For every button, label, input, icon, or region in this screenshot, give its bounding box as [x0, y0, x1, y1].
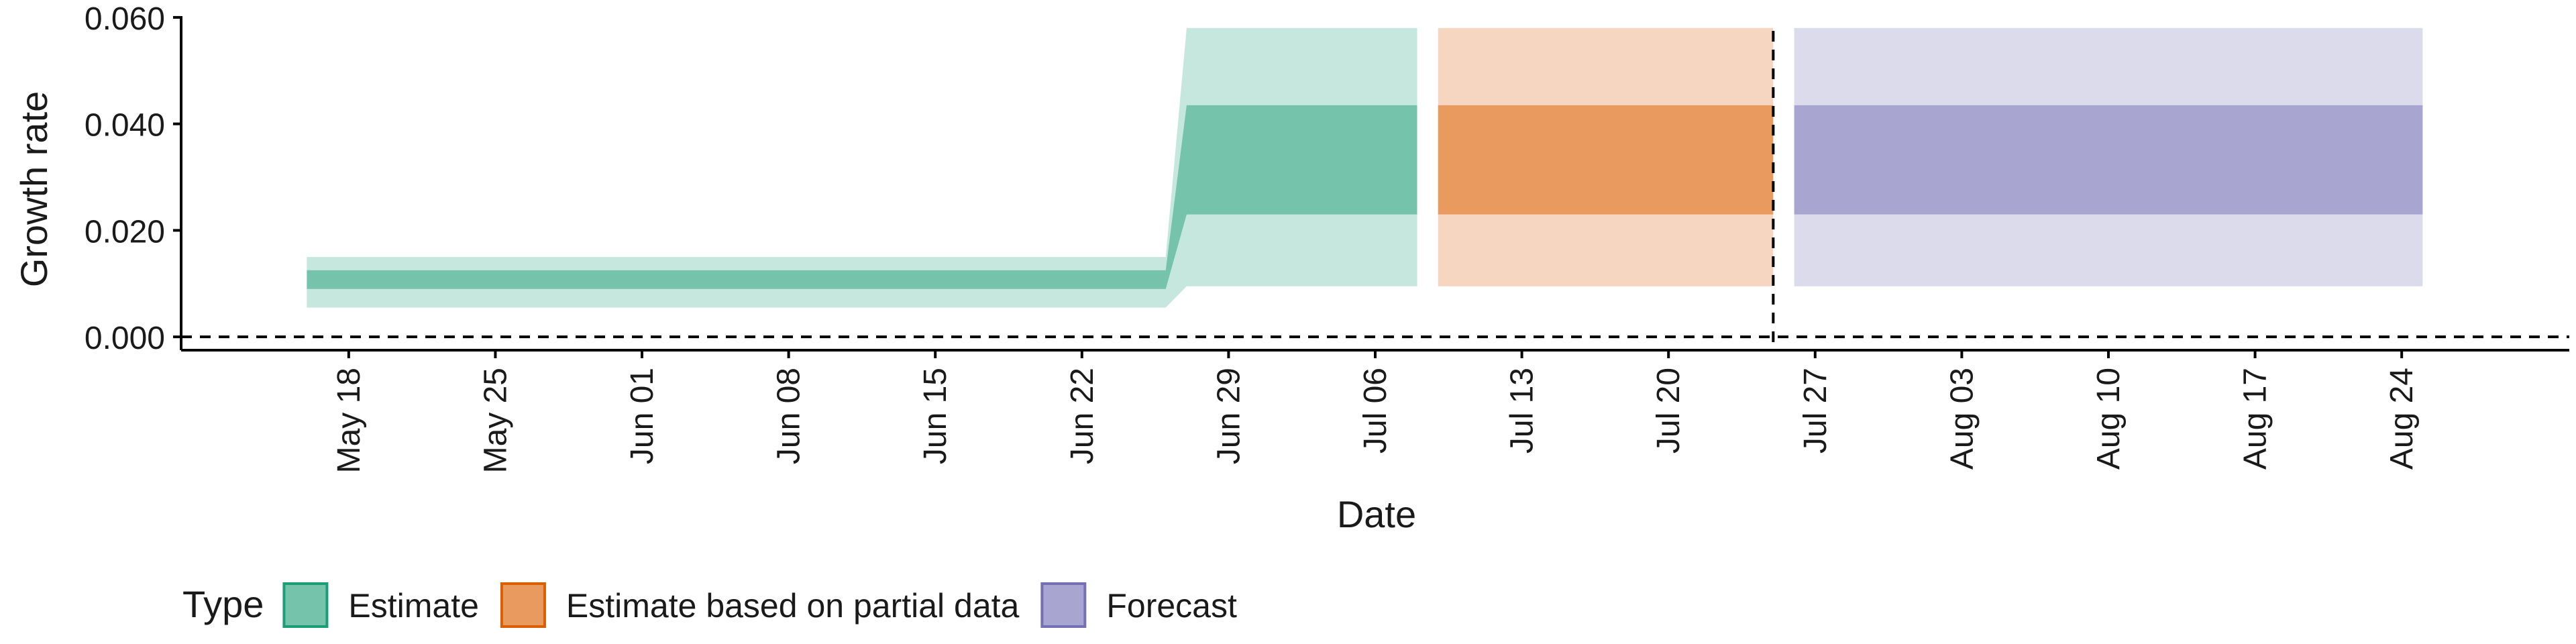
legend-title: Type: [182, 583, 264, 625]
legend-swatch-forecast: [1040, 582, 1087, 628]
legend-swatch-estimate-based-on-partial-data: [500, 582, 546, 628]
legend-swatch-estimate: [282, 582, 329, 628]
legend: Type Estimate Estimate based on partial d…: [182, 582, 1237, 628]
x-tick-label: Aug 10: [2091, 368, 2127, 470]
x-tick-label: Aug 03: [1944, 368, 1980, 470]
x-tick-label: Jun 15: [918, 368, 953, 464]
y-tick-label: 0.000: [85, 321, 165, 356]
y-tick-label: 0.020: [85, 214, 165, 250]
x-tick-label: Jul 27: [1798, 368, 1833, 453]
legend-label-estimate: Estimate: [348, 587, 479, 625]
band-50-estimate: [307, 105, 1417, 289]
y-axis-ticks: 0.000 0.020 0.040 0.060: [85, 1, 181, 356]
x-tick-label: Jul 13: [1505, 368, 1540, 453]
y-tick-label: 0.040: [85, 108, 165, 144]
x-tick-label: May 25: [478, 368, 513, 473]
x-axis-ticks: May 18 May 25 Jun 01 Jun 08 Jun 15 Jun 22 Jun …: [331, 350, 2420, 473]
legend-label-estimate-based-on-partial-data: Estimate based on partial data: [566, 587, 1020, 625]
ribbon-bands: [307, 28, 2423, 308]
y-axis-title: Growth rate: [13, 91, 55, 288]
legend-label-forecast: Forecast: [1106, 587, 1237, 625]
band-50-estimate-based-on-partial-data: [1438, 105, 1774, 215]
x-tick-label: Aug 24: [2384, 368, 2420, 470]
reference-lines: [181, 31, 2569, 350]
x-tick-label: Jun 29: [1211, 368, 1246, 464]
x-tick-label: Jul 06: [1358, 368, 1393, 453]
x-tick-label: Jul 20: [1651, 368, 1686, 453]
x-tick-label: Jun 01: [625, 368, 660, 464]
x-axis-title: Date: [1337, 493, 1416, 535]
x-tick-label: Jun 08: [771, 368, 807, 464]
x-tick-label: May 18: [331, 368, 367, 473]
x-tick-label: Jun 22: [1065, 368, 1100, 464]
x-tick-label: Aug 17: [2238, 368, 2273, 470]
band-50-forecast: [1794, 105, 2423, 215]
y-tick-label: 0.060: [85, 1, 165, 37]
